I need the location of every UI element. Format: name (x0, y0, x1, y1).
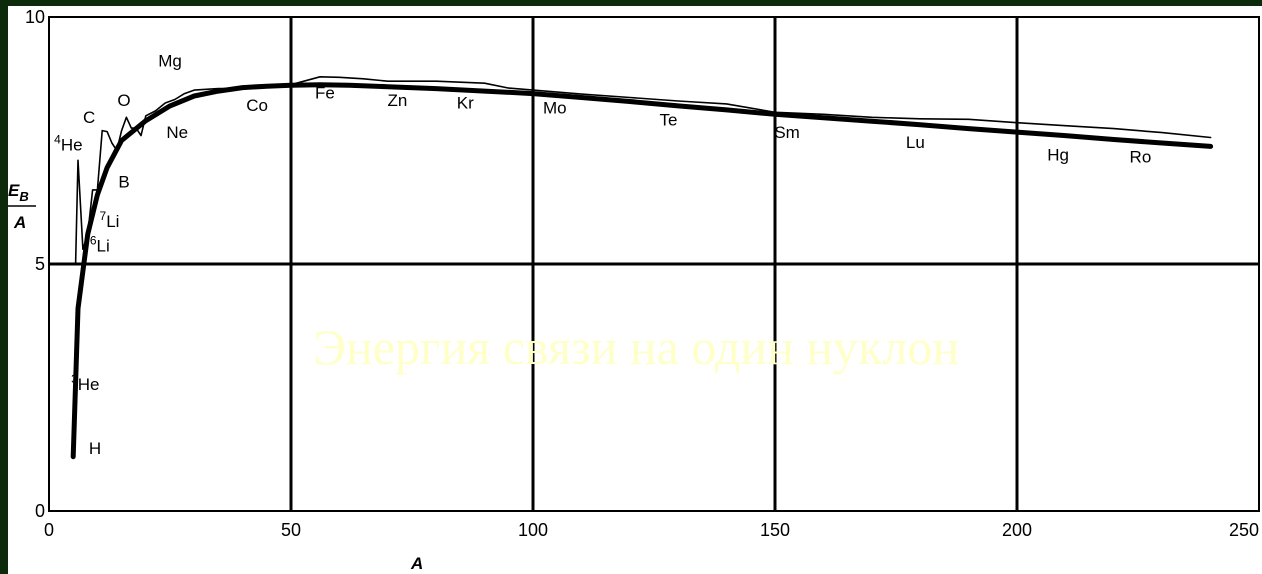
chart-slide: 0 50 100 150 200 250 0 5 10 H 3He 6Li 7Li B 4He C O Ne Mg… (8, 6, 1262, 574)
element-label: Co (246, 96, 268, 115)
x-tick-label: 150 (760, 520, 790, 540)
series-layer (70, 76, 1214, 460)
svg-text:EB: EB (8, 181, 29, 204)
element-label: Fe (315, 84, 335, 103)
y-axis-label: EB A (8, 181, 36, 232)
element-label: Mg (158, 51, 182, 70)
y-axis-label-subscript: B (19, 189, 28, 204)
y-tick-label: 10 (25, 7, 45, 27)
x-axis-label: A (410, 554, 423, 573)
element-label: Mo (543, 98, 567, 117)
y-tick-label: 0 (35, 501, 45, 521)
element-label: Zn (388, 91, 408, 110)
element-label: 6Li (90, 234, 110, 256)
element-label: C (83, 108, 95, 127)
element-label-symbol: Li (97, 237, 110, 256)
y-axis-label-numerator: E (8, 181, 20, 200)
element-label-mass-number: 7 (100, 209, 107, 223)
element-label: B (118, 172, 129, 191)
element-label: 7Li (100, 209, 120, 231)
tick-label-layer: 0 50 100 150 200 250 0 5 10 (25, 7, 1259, 540)
x-tick-label: 250 (1229, 520, 1259, 540)
element-label: 3He (71, 372, 99, 394)
x-tick-label: 50 (281, 520, 301, 540)
element-label: Te (660, 111, 678, 130)
element-label-mass-number: 6 (90, 234, 97, 248)
element-label-mass-number: 4 (54, 132, 61, 146)
y-tick-label: 5 (35, 254, 45, 274)
x-tick-label: 100 (518, 520, 548, 540)
element-label-symbol: Li (106, 212, 119, 231)
element-label: Ro (1130, 148, 1152, 167)
element-label-mass-number: 3 (71, 372, 78, 386)
grid-layer (48, 16, 1260, 512)
element-label: Sm (774, 123, 800, 142)
element-label: Lu (906, 133, 925, 152)
element-label: O (117, 91, 130, 110)
element-label: Hg (1047, 145, 1069, 164)
element-label: Ne (166, 123, 188, 142)
element-label: 4He (54, 132, 82, 154)
trend-curve (70, 82, 1214, 460)
element-label: Kr (457, 93, 474, 112)
y-axis-label-denominator: A (13, 213, 26, 232)
x-tick-label: 0 (44, 520, 54, 540)
measured-curve (74, 76, 1212, 265)
chart-title-overlay: Энергия связи на один нуклон (313, 319, 959, 375)
element-label-symbol: He (61, 135, 83, 154)
element-label: H (89, 439, 101, 458)
x-tick-label: 200 (1002, 520, 1032, 540)
element-label-symbol: He (78, 375, 100, 394)
